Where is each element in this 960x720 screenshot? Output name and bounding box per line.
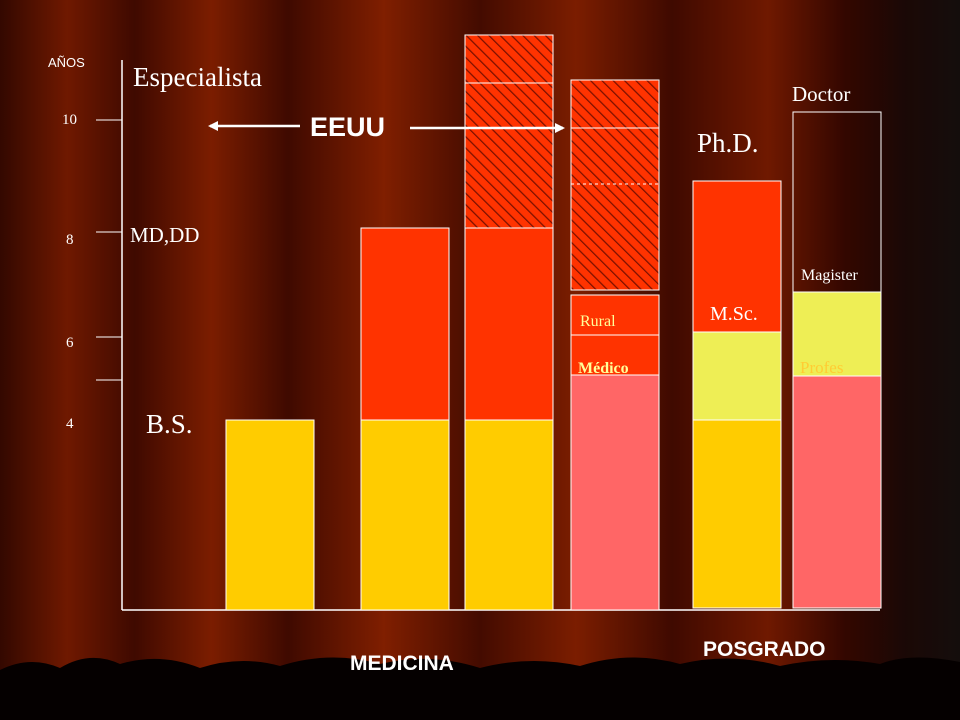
label-rural: Rural [580, 313, 616, 330]
stage-floor [0, 657, 960, 720]
bar-colombia-specialist-segment [570, 79, 660, 291]
bar-medico-segment [570, 334, 660, 376]
label-phd: Ph.D. [697, 128, 759, 158]
bar-doctor-base-segment [792, 375, 882, 609]
axis-title: AÑOS [48, 55, 85, 70]
tick-label-10: 10 [62, 112, 77, 128]
group-label-posgrado: POSGRADO [703, 638, 826, 661]
bar-doctor-segment [792, 111, 882, 293]
group-label-medicina: MEDICINA [350, 652, 454, 675]
bar-rural-segment [570, 294, 660, 336]
bar-phd-base-segment [692, 419, 782, 609]
label-magister: Magister [801, 267, 859, 284]
bar-specialist-base-segment [464, 419, 554, 611]
bar-specialist-medicine-segment [464, 227, 554, 421]
label-eeuu: EEUU [310, 112, 385, 142]
tick-label-4: 4 [66, 416, 74, 432]
bar-md-base-segment [360, 419, 450, 611]
bar-msc-segment [692, 331, 782, 421]
label-md-dd: MD,DD [130, 223, 199, 247]
bar-colombia-base-segment [570, 374, 660, 611]
tick-label-6: 6 [66, 335, 74, 351]
label-bs: B.S. [146, 409, 193, 439]
label-medico: Médico [578, 360, 629, 377]
bar-phd-segment [692, 180, 782, 333]
bar-bs-segment [225, 419, 315, 611]
bar-md-medicine-segment [360, 227, 450, 421]
label-especialista: Especialista [133, 62, 262, 92]
label-msc: M.Sc. [710, 303, 758, 325]
label-doctor: Doctor [792, 82, 850, 106]
tick-label-8: 8 [66, 232, 74, 248]
label-profes: Profes [800, 358, 843, 377]
bar-specialist-residency-segment [464, 34, 554, 229]
